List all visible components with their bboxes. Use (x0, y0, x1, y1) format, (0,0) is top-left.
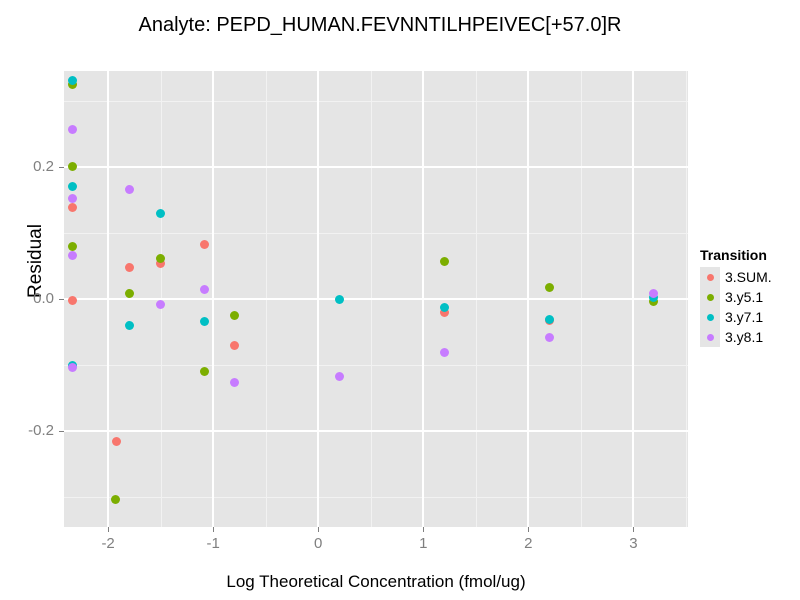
y-axis-title: Residual (25, 224, 46, 298)
data-point (439, 303, 449, 313)
y-tick-mark (59, 166, 64, 168)
data-point (67, 125, 77, 135)
data-point (648, 288, 658, 298)
legend-item-3-sum[interactable]: 3.SUM. (700, 267, 772, 287)
y-tick-mark (59, 299, 64, 300)
data-point (544, 333, 554, 343)
data-point (110, 494, 120, 504)
data-point (67, 242, 77, 252)
x-tick-mark (633, 527, 635, 532)
data-point (156, 300, 166, 310)
legend-title: Transition (700, 247, 767, 263)
data-point (544, 314, 554, 324)
data-point (67, 161, 77, 171)
data-point (67, 76, 77, 86)
data-point (156, 254, 166, 264)
x-tick-label: 1 (419, 535, 428, 552)
x-tick-mark (108, 527, 110, 532)
data-point (544, 283, 554, 293)
legend-rows: 3.SUM. 3.y5.1 3.y7.1 3.y8.1 (700, 267, 772, 347)
x-tick-mark (213, 527, 215, 532)
plot-panel (64, 71, 688, 527)
y-tick-label: -0.2 (28, 422, 54, 440)
x-tick-mark (423, 527, 425, 532)
data-point (112, 436, 122, 446)
data-point (648, 297, 658, 307)
gridline-major-horizontal (64, 165, 688, 168)
gridline-major-horizontal (64, 430, 688, 433)
data-point (200, 366, 210, 376)
x-tick-label: -2 (101, 535, 115, 552)
gridline-minor-horizontal (64, 497, 688, 499)
data-point (439, 307, 449, 317)
data-point (439, 348, 449, 358)
legend-swatch-icon (700, 267, 720, 287)
legend-item-label: 3.y7.1 (725, 309, 764, 325)
x-tick-label: -1 (206, 535, 220, 552)
gridline-minor-horizontal (64, 232, 688, 234)
legend-swatch-icon (700, 307, 720, 327)
page-title: Analyte: PEPD_HUMAN.FEVNNTILHPEIVEC[+57.… (138, 14, 622, 36)
data-point (156, 208, 166, 218)
data-point (67, 203, 77, 213)
x-tick-label: 2 (524, 535, 533, 552)
legend: Transition 3.SUM. 3.y5.1 3.y7.1 3.y8.1 (700, 247, 772, 347)
legend-item-3-y5-1[interactable]: 3.y5.1 (700, 287, 772, 307)
data-point (200, 285, 210, 295)
y-tick-label: 0.2 (33, 157, 54, 175)
data-point (67, 250, 77, 260)
legend-item-3-y7-1[interactable]: 3.y7.1 (700, 307, 772, 327)
gridline-minor-horizontal (64, 365, 688, 367)
gridline-major-horizontal (64, 298, 688, 300)
x-axis-title: Log Theoretical Concentration (fmol/ug) (226, 572, 526, 591)
x-tick-mark (528, 527, 530, 532)
data-point (439, 257, 449, 267)
data-point (229, 341, 239, 351)
x-tick-label: 3 (629, 535, 638, 552)
data-point (67, 194, 77, 204)
data-point (67, 296, 77, 306)
data-point (334, 295, 344, 305)
x-tick-label: 0 (314, 535, 323, 552)
data-point (124, 184, 134, 194)
gridline-minor-horizontal (64, 100, 688, 102)
data-point (124, 262, 134, 272)
legend-item-label: 3.y8.1 (725, 329, 764, 345)
data-point (229, 311, 239, 321)
y-tick-mark (59, 431, 64, 433)
legend-item-label: 3.SUM. (725, 269, 772, 285)
data-point (334, 372, 344, 382)
data-point (200, 239, 210, 249)
data-point (156, 258, 166, 268)
legend-item-label: 3.y5.1 (725, 289, 764, 305)
data-point (67, 363, 77, 373)
data-point (124, 289, 134, 299)
y-tick-label: 0.0 (33, 290, 54, 307)
legend-item-3-y8-1[interactable]: 3.y8.1 (700, 327, 772, 347)
legend-swatch-icon (700, 327, 720, 347)
data-point (229, 378, 239, 388)
x-tick-mark (318, 527, 320, 532)
data-point (200, 316, 210, 326)
data-point (124, 320, 134, 330)
legend-swatch-icon (700, 287, 720, 307)
data-point (67, 182, 77, 192)
